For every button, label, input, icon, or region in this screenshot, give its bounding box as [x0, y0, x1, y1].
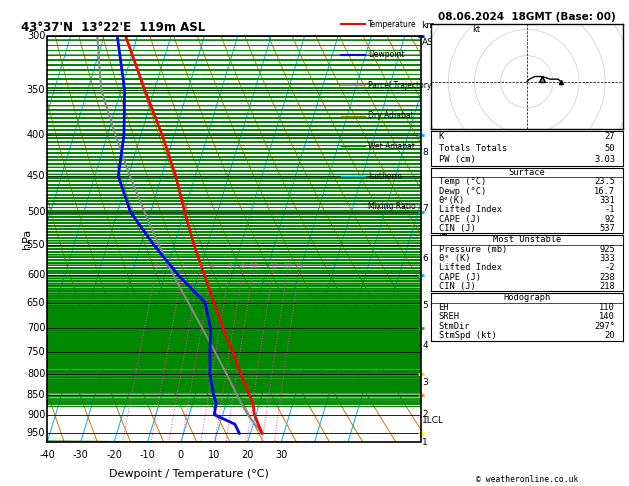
Text: 331: 331: [599, 196, 615, 205]
Text: Parcel Trajectory: Parcel Trajectory: [368, 81, 431, 89]
Text: -1: -1: [604, 206, 615, 214]
Text: 800: 800: [27, 369, 45, 379]
Text: Most Unstable: Most Unstable: [493, 235, 561, 244]
Text: Dewp (°C): Dewp (°C): [438, 187, 486, 195]
Text: 8: 8: [422, 148, 428, 157]
Text: Wet Adiabat: Wet Adiabat: [368, 141, 415, 151]
Text: 50: 50: [604, 144, 615, 153]
Text: CIN (J): CIN (J): [438, 282, 476, 291]
Text: -40: -40: [39, 450, 55, 460]
Text: 4: 4: [209, 263, 214, 269]
Text: 750: 750: [26, 347, 45, 357]
Text: 218: 218: [599, 282, 615, 291]
Text: 850: 850: [27, 390, 45, 400]
Text: -2: -2: [604, 263, 615, 272]
Text: 1: 1: [153, 263, 158, 269]
Text: 10: 10: [208, 450, 220, 460]
Text: 20: 20: [283, 263, 292, 269]
Text: -30: -30: [73, 450, 89, 460]
Text: 500: 500: [27, 208, 45, 217]
Text: 4: 4: [422, 341, 428, 350]
Text: 3.03: 3.03: [594, 156, 615, 164]
Text: 08.06.2024  18GMT (Base: 00): 08.06.2024 18GMT (Base: 00): [438, 12, 616, 22]
Text: Totals Totals: Totals Totals: [438, 144, 507, 153]
Text: 8: 8: [241, 263, 245, 269]
Text: 92: 92: [604, 215, 615, 224]
Text: θᵉ (K): θᵉ (K): [438, 254, 470, 263]
Text: -10: -10: [140, 450, 155, 460]
Text: CAPE (J): CAPE (J): [438, 273, 481, 282]
Text: Isotherm: Isotherm: [368, 172, 402, 181]
Text: 297°: 297°: [594, 322, 615, 331]
Text: K: K: [438, 132, 444, 141]
Text: 3: 3: [422, 378, 428, 387]
Text: 550: 550: [26, 240, 45, 250]
Text: CAPE (J): CAPE (J): [438, 215, 481, 224]
Text: kt: kt: [472, 25, 480, 34]
Text: 700: 700: [27, 323, 45, 333]
Text: 27: 27: [604, 132, 615, 141]
Text: 20: 20: [242, 450, 254, 460]
Text: km: km: [421, 21, 435, 30]
Text: 15: 15: [269, 263, 277, 269]
Text: 20: 20: [604, 331, 615, 340]
Text: 2: 2: [422, 410, 428, 419]
Text: 333: 333: [599, 254, 615, 263]
Text: PW (cm): PW (cm): [438, 156, 476, 164]
Text: 1LCL: 1LCL: [422, 416, 444, 425]
Text: 30: 30: [275, 450, 287, 460]
Text: 3: 3: [198, 263, 202, 269]
Text: 0: 0: [178, 450, 184, 460]
Text: Mixing Ratio: Mixing Ratio: [368, 202, 416, 211]
Text: 7: 7: [422, 205, 428, 213]
Text: 400: 400: [27, 131, 45, 140]
Text: Lifted Index: Lifted Index: [438, 263, 501, 272]
Text: Temp (°C): Temp (°C): [438, 177, 486, 186]
Text: 140: 140: [599, 312, 615, 321]
Text: Dewpoint / Temperature (°C): Dewpoint / Temperature (°C): [109, 469, 269, 479]
Text: Mixing Ratio (g/kg): Mixing Ratio (g/kg): [442, 200, 450, 279]
Text: 650: 650: [27, 297, 45, 308]
Text: 925: 925: [599, 244, 615, 254]
Text: 600: 600: [27, 270, 45, 280]
Text: StmDir: StmDir: [438, 322, 470, 331]
Text: 25: 25: [294, 263, 303, 269]
Text: 5: 5: [422, 301, 428, 310]
Text: hPa: hPa: [21, 229, 31, 249]
Text: 350: 350: [27, 85, 45, 94]
Text: 10: 10: [249, 263, 258, 269]
Text: Surface: Surface: [508, 168, 545, 177]
Text: ASL: ASL: [421, 38, 438, 48]
Text: 1: 1: [422, 438, 428, 447]
Text: Dry Adiabat: Dry Adiabat: [368, 111, 414, 120]
Text: Pressure (mb): Pressure (mb): [438, 244, 507, 254]
Text: 16.7: 16.7: [594, 187, 615, 195]
Text: 238: 238: [599, 273, 615, 282]
Text: 537: 537: [599, 224, 615, 233]
Text: StmSpd (kt): StmSpd (kt): [438, 331, 496, 340]
Text: 6: 6: [228, 263, 232, 269]
Text: SREH: SREH: [438, 312, 460, 321]
Text: θᵉ(K): θᵉ(K): [438, 196, 465, 205]
Text: EH: EH: [438, 303, 449, 312]
Text: Hodograph: Hodograph: [503, 294, 550, 302]
Text: 23.5: 23.5: [594, 177, 615, 186]
Text: 450: 450: [27, 171, 45, 181]
Text: Temperature: Temperature: [368, 20, 416, 29]
Text: 2: 2: [181, 263, 185, 269]
Text: -20: -20: [106, 450, 122, 460]
Text: 950: 950: [27, 428, 45, 438]
Text: © weatheronline.co.uk: © weatheronline.co.uk: [476, 474, 578, 484]
Text: 6: 6: [422, 254, 428, 263]
Text: 110: 110: [599, 303, 615, 312]
Text: Lifted Index: Lifted Index: [438, 206, 501, 214]
Text: CIN (J): CIN (J): [438, 224, 476, 233]
Text: 300: 300: [27, 32, 45, 41]
Text: Dewpoint: Dewpoint: [368, 50, 404, 59]
Text: 900: 900: [27, 410, 45, 420]
Text: 43°37'N  13°22'E  119m ASL: 43°37'N 13°22'E 119m ASL: [21, 21, 205, 34]
